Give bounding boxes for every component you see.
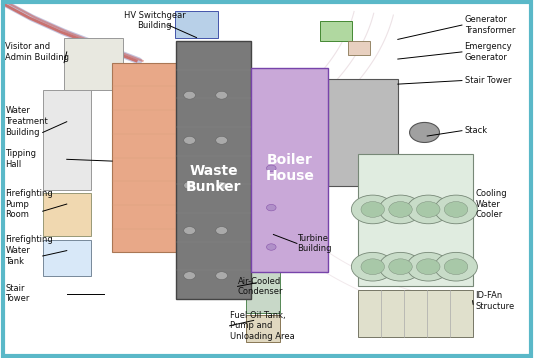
Text: Water
Treatment
Building: Water Treatment Building (5, 106, 48, 137)
Circle shape (379, 252, 422, 281)
Circle shape (389, 259, 412, 275)
Text: Emergency
Generator: Emergency Generator (465, 42, 512, 62)
Text: Boiler
House: Boiler House (265, 153, 315, 183)
Bar (176, 41, 251, 299)
Text: Generator
Transformer: Generator Transformer (465, 15, 515, 35)
Bar (320, 21, 352, 41)
Bar (43, 240, 91, 276)
Text: Firefighting
Pump
Room: Firefighting Pump Room (5, 189, 53, 219)
Bar (328, 79, 398, 186)
Circle shape (266, 244, 276, 250)
Text: Stair
Tower: Stair Tower (5, 284, 30, 304)
Bar (64, 38, 123, 90)
Text: Fuel Oil Tank,
Pump and
Unloading Area: Fuel Oil Tank, Pump and Unloading Area (230, 310, 294, 341)
Circle shape (407, 195, 450, 224)
Text: Turbine
Building: Turbine Building (297, 233, 332, 253)
Circle shape (361, 259, 384, 275)
Bar (251, 68, 328, 272)
Text: Air-Cooled
Condenser: Air-Cooled Condenser (238, 276, 283, 296)
Bar (175, 11, 218, 38)
Circle shape (216, 136, 227, 144)
Circle shape (184, 227, 195, 234)
Circle shape (216, 272, 227, 280)
Circle shape (216, 182, 227, 189)
Text: ID-FAn
Structure: ID-FAn Structure (475, 291, 515, 311)
Text: Stair Tower: Stair Tower (465, 76, 511, 85)
Text: Tipping
Hall: Tipping Hall (5, 149, 36, 169)
Text: Cooling
Water
Cooler: Cooling Water Cooler (475, 189, 507, 219)
Bar (246, 272, 280, 313)
Circle shape (379, 195, 422, 224)
Circle shape (444, 259, 468, 275)
Bar (358, 154, 473, 286)
Bar (256, 222, 291, 268)
Circle shape (361, 202, 384, 217)
Circle shape (266, 165, 276, 171)
Circle shape (444, 202, 468, 217)
Circle shape (184, 91, 195, 99)
Text: HV Switchgear
Building: HV Switchgear Building (124, 11, 186, 30)
Circle shape (184, 272, 195, 280)
Circle shape (216, 91, 227, 99)
Text: Stack: Stack (465, 126, 488, 135)
Bar (246, 315, 280, 342)
Circle shape (266, 204, 276, 211)
Bar (348, 41, 370, 55)
Bar (112, 63, 176, 252)
Circle shape (351, 195, 394, 224)
Text: Firefighting
Water
Tank: Firefighting Water Tank (5, 235, 53, 266)
Circle shape (184, 136, 195, 144)
Bar (43, 193, 91, 236)
Bar (358, 290, 473, 337)
Circle shape (351, 252, 394, 281)
Circle shape (410, 122, 439, 142)
Text: Visitor and
Admin Building: Visitor and Admin Building (5, 42, 69, 62)
Circle shape (417, 202, 440, 217)
Bar (43, 90, 91, 190)
Circle shape (435, 252, 477, 281)
Circle shape (216, 227, 227, 234)
Circle shape (389, 202, 412, 217)
Circle shape (435, 195, 477, 224)
Circle shape (407, 252, 450, 281)
Circle shape (184, 182, 195, 189)
Circle shape (417, 259, 440, 275)
Text: Waste
Bunker: Waste Bunker (186, 164, 241, 194)
